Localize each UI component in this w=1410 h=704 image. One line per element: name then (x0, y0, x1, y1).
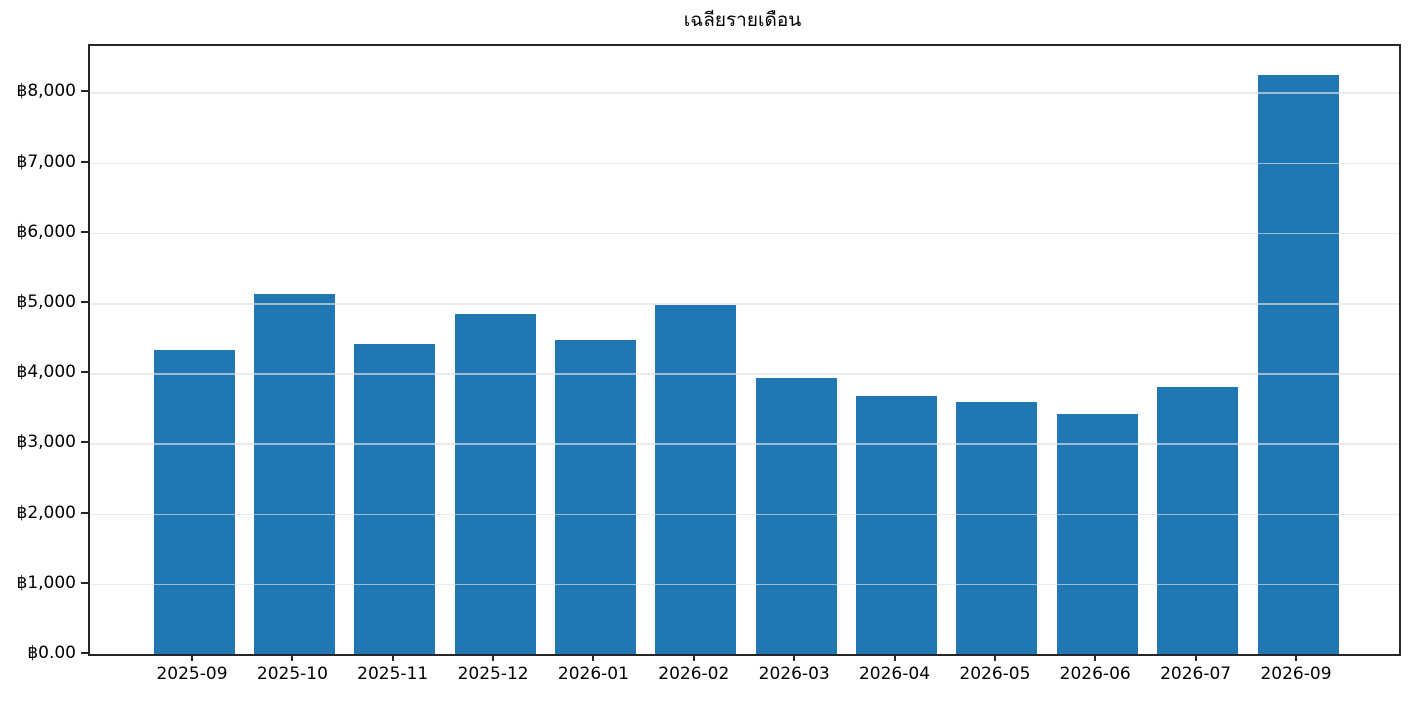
x-tick-label: 2026-09 (1260, 664, 1332, 684)
x-tick-mark (893, 654, 896, 661)
x-tick-label: 2026-03 (758, 664, 830, 684)
y-tick-mark (81, 652, 88, 654)
y-tick-mark (81, 301, 88, 303)
y-tick-label: ฿5,000 (16, 292, 76, 312)
y-tick-mark (81, 371, 88, 374)
bar-2026-03 (755, 378, 837, 654)
gridline (90, 232, 1399, 235)
y-tick-mark (81, 581, 88, 584)
gridline (90, 303, 1399, 305)
x-tick-label: 2025-12 (457, 664, 529, 684)
y-tick-mark (81, 230, 88, 233)
x-tick-label: 2026-06 (1059, 664, 1131, 684)
bar-2025-10 (253, 293, 335, 654)
y-tick-label: ฿3,000 (16, 432, 76, 453)
y-tick-mark (81, 441, 88, 444)
x-tick-label: 2026-04 (858, 664, 931, 684)
plot-area (88, 44, 1401, 656)
bar-2026-07 (1157, 387, 1239, 654)
bar-2025-09 (153, 350, 235, 654)
x-tick-mark (1194, 654, 1197, 661)
x-tick-label: 2026-01 (557, 664, 629, 684)
x-tick-label: 2026-07 (1160, 664, 1232, 684)
x-tick-label: 2026-02 (658, 664, 730, 684)
x-tick-mark (993, 654, 996, 661)
gridline (90, 162, 1399, 164)
y-tick-mark (81, 90, 88, 93)
y-tick-mark (81, 511, 88, 514)
x-tick-mark (1094, 654, 1097, 661)
x-tick-mark (592, 654, 595, 661)
gridline (90, 443, 1399, 445)
y-tick-label: ฿0.00 (27, 643, 76, 663)
y-tick-label: ฿2,000 (16, 502, 76, 523)
bar-2026-05 (956, 402, 1038, 654)
x-tick-label: 2025-10 (256, 664, 328, 684)
gridline (90, 583, 1399, 586)
x-tick-mark (492, 654, 495, 661)
y-tick-label: ฿7,000 (16, 151, 76, 172)
y-tick-label: ฿8,000 (16, 81, 76, 102)
gridline (90, 373, 1399, 375)
gridline (90, 92, 1399, 94)
gridline (90, 513, 1399, 516)
x-tick-label: 2026-05 (959, 664, 1031, 684)
x-tick-mark (1295, 654, 1297, 661)
bar-2026-04 (856, 396, 937, 654)
bar-2026-02 (655, 305, 737, 654)
bar-2025-11 (354, 343, 436, 654)
bar-2025-12 (454, 313, 536, 654)
bar-2026-06 (1056, 413, 1138, 654)
x-tick-mark (692, 654, 695, 661)
x-tick-mark (291, 654, 294, 661)
x-tick-label: 2025-09 (156, 664, 228, 684)
y-tick-mark (81, 160, 88, 163)
y-tick-label: ฿1,000 (16, 572, 76, 593)
x-tick-mark (793, 654, 796, 661)
x-tick-mark (191, 654, 193, 661)
y-tick-label: ฿4,000 (16, 362, 76, 383)
y-tick-label: ฿6,000 (16, 221, 76, 242)
bar-2026-01 (554, 340, 636, 654)
x-tick-label: 2025-11 (357, 664, 429, 684)
chart-title: เฉลียรายเดือน (683, 9, 802, 31)
x-tick-mark (391, 654, 394, 661)
bar-2026-09 (1257, 74, 1339, 654)
